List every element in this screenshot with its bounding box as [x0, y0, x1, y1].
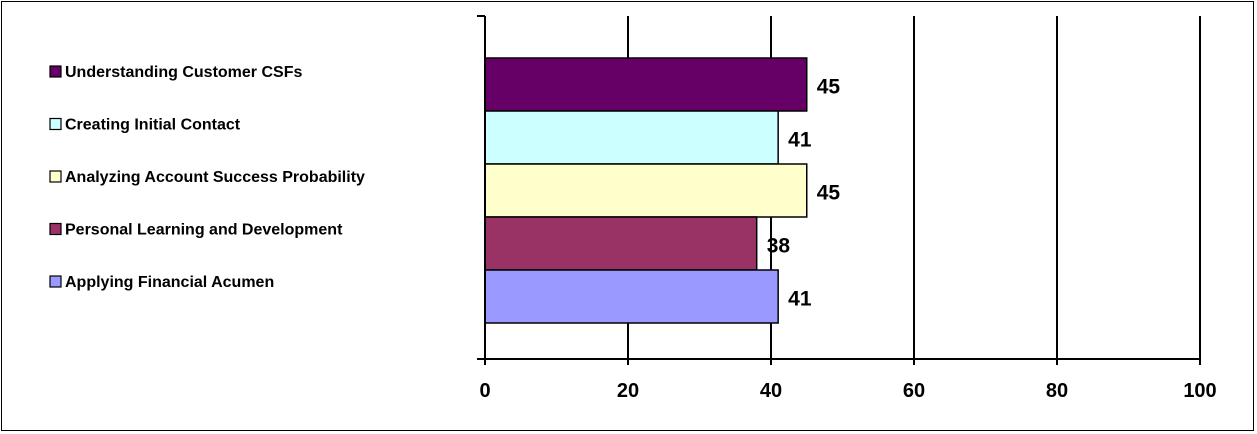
- legend-swatch: [49, 222, 62, 236]
- legend-label: Understanding Customer CSFs: [65, 64, 302, 81]
- bar: [484, 57, 808, 112]
- x-tick-label: 40: [760, 380, 782, 402]
- x-tick-label: 100: [1183, 380, 1216, 402]
- legend-swatch: [49, 170, 62, 183]
- bar: [484, 110, 779, 165]
- legend-label: Personal Learning and Development: [65, 222, 343, 239]
- legend-swatch: [49, 275, 62, 288]
- data-label: 45: [817, 182, 841, 205]
- legend-swatch: [49, 65, 62, 78]
- x-tick-label: 0: [479, 380, 490, 402]
- x-tick-label: 60: [903, 380, 925, 402]
- bar: [484, 216, 758, 271]
- data-label: 41: [788, 288, 812, 311]
- x-tick-label: 80: [1046, 380, 1068, 402]
- data-label: 41: [788, 129, 812, 152]
- legend-swatch: [49, 117, 62, 131]
- bar: [484, 163, 808, 218]
- legend-label: Analyzing Account Success Probability: [65, 169, 365, 186]
- data-label: 38: [767, 235, 791, 258]
- legend-label: Creating Initial Contact: [65, 117, 241, 134]
- legend-label: Applying Financial Acumen: [65, 274, 274, 291]
- bar: [484, 269, 779, 324]
- x-tick-label: 20: [617, 380, 639, 402]
- data-label: 45: [817, 76, 841, 99]
